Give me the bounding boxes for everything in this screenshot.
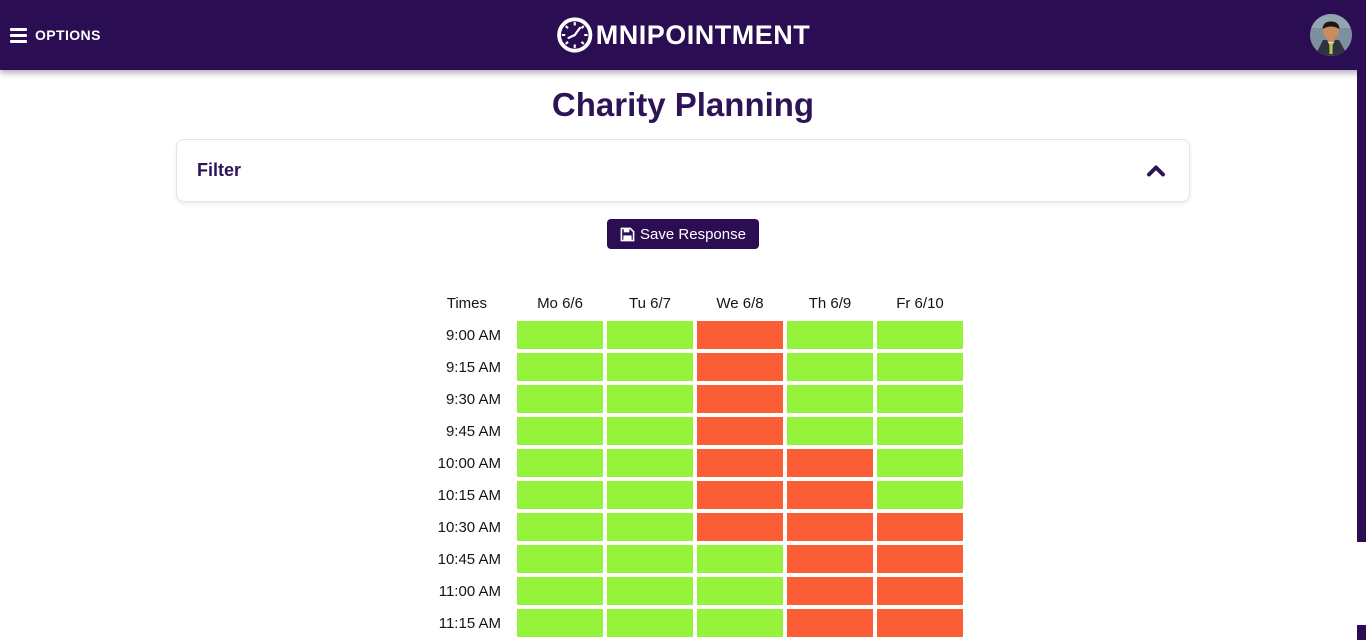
main-content: Charity Planning Filter Save Response Ti…: [0, 86, 1366, 637]
slot-cell[interactable]: [697, 609, 783, 637]
slot-cell[interactable]: [787, 353, 873, 381]
time-label: 10:30 AM: [437, 518, 501, 536]
slot-cell[interactable]: [517, 513, 603, 541]
save-label: Save Response: [640, 225, 746, 243]
slot-cell[interactable]: [877, 353, 963, 381]
day-column-header: We 6/8: [716, 294, 764, 312]
slot-cell[interactable]: [607, 545, 693, 573]
slot-cell[interactable]: [697, 481, 783, 509]
filter-panel[interactable]: Filter: [176, 139, 1190, 202]
slot-cell[interactable]: [517, 385, 603, 413]
app-header: OPTIONS MN: [0, 0, 1366, 70]
slot-cell[interactable]: [517, 481, 603, 509]
filter-label: Filter: [197, 160, 242, 180]
day-column-header: Fr 6/10: [896, 294, 944, 312]
slot-cell[interactable]: [877, 609, 963, 637]
save-icon: [620, 227, 635, 242]
slot-cell[interactable]: [697, 577, 783, 605]
day-column-header: Th 6/9: [808, 294, 852, 312]
slot-cell[interactable]: [697, 385, 783, 413]
slot-cell[interactable]: [517, 417, 603, 445]
options-menu-button[interactable]: OPTIONS: [10, 27, 101, 43]
slot-cell[interactable]: [607, 353, 693, 381]
slot-cell[interactable]: [877, 417, 963, 445]
slot-cell[interactable]: [787, 513, 873, 541]
time-label: 10:15 AM: [437, 486, 501, 504]
scrollbar-corner: [1357, 625, 1366, 640]
time-label: 9:00 AM: [445, 326, 501, 344]
slot-cell[interactable]: [517, 577, 603, 605]
slot-cell[interactable]: [697, 449, 783, 477]
slot-cell[interactable]: [517, 353, 603, 381]
logo-text: MNIPOINTMENT: [595, 19, 811, 50]
slot-cell[interactable]: [607, 609, 693, 637]
slot-cell[interactable]: [607, 417, 693, 445]
slot-cell[interactable]: [877, 577, 963, 605]
slot-cell[interactable]: [787, 577, 873, 605]
slot-cell[interactable]: [697, 353, 783, 381]
options-label: OPTIONS: [35, 27, 101, 43]
slot-cell[interactable]: [697, 321, 783, 349]
slot-cell[interactable]: [607, 449, 693, 477]
day-column-header: Mo 6/6: [537, 294, 583, 312]
time-label: 11:15 AM: [438, 614, 501, 632]
slot-cell[interactable]: [517, 449, 603, 477]
slot-cell[interactable]: [877, 321, 963, 349]
slot-cell[interactable]: [517, 321, 603, 349]
clock-logo-icon: [556, 16, 594, 54]
time-label: 9:15 AM: [445, 358, 501, 376]
slot-cell[interactable]: [877, 449, 963, 477]
slot-cell[interactable]: [697, 513, 783, 541]
time-label: 10:00 AM: [437, 454, 501, 472]
slot-cell[interactable]: [787, 385, 873, 413]
availability-grid: Times Mo 6/6 Tu 6/7 We 6/8 Th 6/9 Fr 6/10 9:00…: [403, 289, 963, 637]
day-column-header: Tu 6/7: [629, 294, 671, 312]
hamburger-icon: [10, 27, 27, 43]
slot-cell[interactable]: [607, 321, 693, 349]
chevron-up-icon[interactable]: [1145, 163, 1167, 179]
page-title: Charity Planning: [551, 86, 815, 123]
slot-cell[interactable]: [607, 481, 693, 509]
time-label: 9:30 AM: [445, 390, 501, 408]
slot-cell[interactable]: [877, 481, 963, 509]
slot-cell[interactable]: [787, 481, 873, 509]
time-label: 11:00 AM: [438, 582, 501, 600]
scrollbar-thumb[interactable]: [1357, 64, 1366, 542]
slot-cell[interactable]: [517, 545, 603, 573]
slot-cell[interactable]: [607, 577, 693, 605]
time-label: 10:45 AM: [437, 550, 501, 568]
user-avatar[interactable]: [1310, 14, 1352, 56]
app-logo[interactable]: MNIPOINTMENT: [556, 16, 811, 54]
slot-cell[interactable]: [607, 513, 693, 541]
slot-cell[interactable]: [697, 545, 783, 573]
save-response-button[interactable]: Save Response: [607, 219, 759, 249]
slot-cell[interactable]: [517, 609, 603, 637]
times-column-header: Times: [446, 294, 487, 312]
slot-cell[interactable]: [877, 545, 963, 573]
slot-cell[interactable]: [607, 385, 693, 413]
slot-cell[interactable]: [697, 417, 783, 445]
slot-cell[interactable]: [787, 417, 873, 445]
slot-cell[interactable]: [787, 609, 873, 637]
time-label: 9:45 AM: [445, 422, 501, 440]
slot-cell[interactable]: [787, 545, 873, 573]
slot-cell[interactable]: [787, 321, 873, 349]
slot-cell[interactable]: [877, 513, 963, 541]
slot-cell[interactable]: [787, 449, 873, 477]
slot-cell[interactable]: [877, 385, 963, 413]
